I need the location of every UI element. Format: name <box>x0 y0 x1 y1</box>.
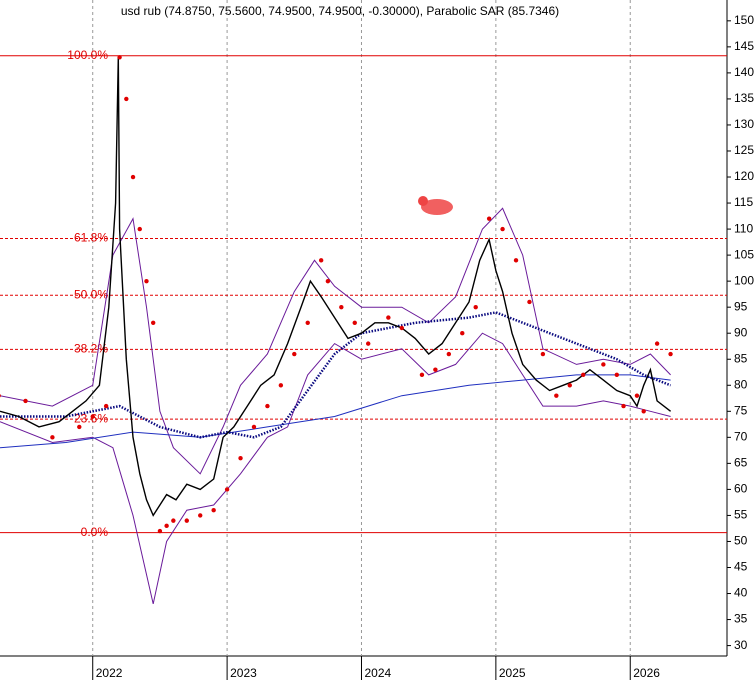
y-tick-label: 60 <box>734 482 748 496</box>
sar-dot <box>527 299 532 305</box>
y-tick-label: 50 <box>734 534 748 548</box>
series-line <box>0 332 671 605</box>
fib-label: 38.2% <box>74 342 108 356</box>
sar-dot <box>164 523 169 529</box>
y-tick-label: 95 <box>734 299 748 313</box>
sar-dot <box>224 487 230 492</box>
y-tick-label: 90 <box>734 325 748 339</box>
y-tick-label: 30 <box>734 638 748 652</box>
sar-dot <box>103 403 109 409</box>
sar-dot <box>325 278 331 284</box>
y-tick-label: 80 <box>734 377 748 391</box>
sar-dot <box>305 320 310 325</box>
sar-dot <box>554 393 559 398</box>
sar-dot <box>500 226 505 232</box>
x-tick-label: 2024 <box>364 666 391 680</box>
sar-dot <box>614 372 620 378</box>
sar-dot <box>251 424 257 430</box>
sar-dot <box>130 174 136 180</box>
sar-dot <box>446 351 452 357</box>
sar-dot <box>386 315 391 320</box>
y-tick-label: 105 <box>734 247 754 261</box>
x-tick-label: 2026 <box>633 666 660 680</box>
series-line <box>0 374 671 449</box>
y-tick-label: 70 <box>734 430 748 444</box>
sar-dot <box>211 508 216 513</box>
y-tick-label: 135 <box>734 91 754 105</box>
y-tick-label: 120 <box>734 169 754 183</box>
series-line <box>0 57 672 517</box>
sar-dot <box>265 403 270 409</box>
sar-dot <box>238 455 243 461</box>
sar-dot <box>654 341 660 346</box>
sar-dot <box>23 398 28 404</box>
y-tick-label: 130 <box>734 117 754 131</box>
sar-dot <box>278 383 284 388</box>
sar-dot <box>634 393 640 398</box>
sar-dot <box>77 424 82 430</box>
y-tick-label: 110 <box>734 221 753 235</box>
sar-dot <box>641 409 646 414</box>
sar-dot <box>433 367 438 372</box>
fib-label: 23.6% <box>74 411 108 425</box>
y-tick-label: 40 <box>734 586 748 600</box>
y-tick-label: 125 <box>734 143 754 157</box>
sar-dot <box>50 435 55 440</box>
sar-dot <box>473 304 478 310</box>
sar-dot <box>117 55 122 60</box>
sar-dot <box>157 528 163 534</box>
x-tick-label: 2025 <box>499 666 526 680</box>
sar-dot <box>90 414 95 419</box>
sar-dot <box>486 216 492 221</box>
y-tick-label: 35 <box>734 612 748 626</box>
sar-dot <box>460 331 465 336</box>
y-tick-label: 75 <box>734 403 748 417</box>
sar-dot <box>513 258 519 263</box>
y-tick-label: 100 <box>734 273 754 287</box>
chart-title: usd rub (74.8750, 75.5600, 74.9500, 74.9… <box>121 4 559 18</box>
sar-dot <box>540 351 546 357</box>
sar-dot <box>0 393 1 398</box>
sar-dot <box>419 372 425 378</box>
sar-dot <box>198 513 203 518</box>
sar-dot <box>171 518 176 523</box>
sar-dot <box>601 362 606 367</box>
sar-dot <box>668 351 673 357</box>
sar-dot <box>318 258 324 263</box>
bear-icon <box>418 196 453 215</box>
sar-dot <box>581 372 586 378</box>
sar-dot <box>621 403 626 409</box>
sar-dot <box>339 304 344 310</box>
y-tick-label: 85 <box>734 351 748 365</box>
y-tick-label: 65 <box>734 456 748 470</box>
sar-dot <box>352 320 357 325</box>
y-tick-label: 140 <box>734 65 754 79</box>
sar-dot <box>184 518 189 523</box>
fib-label: 0.0% <box>81 525 109 539</box>
fib-label: 100.0% <box>67 48 108 62</box>
y-tick-label: 45 <box>734 560 748 574</box>
x-tick-label: 2022 <box>96 666 123 680</box>
moving-average <box>0 311 672 439</box>
series-line <box>0 207 671 475</box>
sar-dot <box>567 383 572 388</box>
fib-label: 50.0% <box>74 287 108 301</box>
y-tick-label: 150 <box>734 13 754 27</box>
sar-dot <box>137 226 142 232</box>
x-tick-label: 2023 <box>230 666 257 680</box>
sar-dot <box>124 96 129 102</box>
sar-dot <box>144 278 149 284</box>
sar-dot <box>292 351 297 357</box>
fib-label: 61.8% <box>74 231 108 245</box>
sar-dot <box>399 325 404 331</box>
y-tick-label: 115 <box>734 195 753 209</box>
y-tick-label: 145 <box>734 39 754 53</box>
sar-dot <box>150 320 156 325</box>
y-tick-label: 55 <box>734 508 748 522</box>
sar-dot <box>366 341 371 346</box>
